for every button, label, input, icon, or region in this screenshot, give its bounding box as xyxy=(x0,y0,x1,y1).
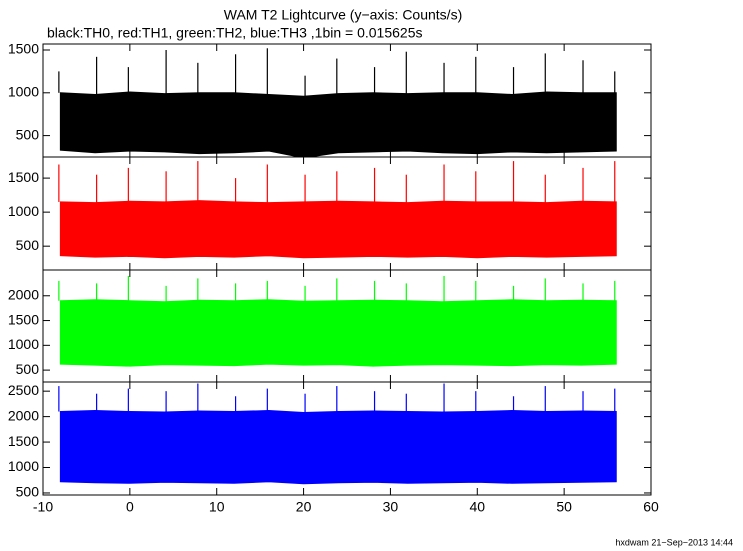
panel-frame xyxy=(42,381,652,496)
chart-title: WAM T2 Lightcurve (y−axis: Counts/s) xyxy=(224,7,462,23)
y-tick-label: 500 xyxy=(16,484,40,500)
count-band xyxy=(59,299,617,367)
y-tick-label: 2000 xyxy=(8,407,39,423)
chart-subtitle: black:TH0, red:TH1, green:TH2, blue:TH3 … xyxy=(47,25,422,41)
y-tick-label: 1000 xyxy=(8,83,39,99)
footer: hxdwam 21−Sep−2013 14:44 xyxy=(615,537,733,547)
count-band xyxy=(59,410,617,485)
y-tick-label: 1000 xyxy=(8,203,39,219)
y-tick-label: 2500 xyxy=(8,382,39,398)
x-tick-label: 60 xyxy=(643,499,659,515)
y-tick-label: 1000 xyxy=(8,336,39,352)
x-tick-label: 50 xyxy=(556,499,572,515)
count-band xyxy=(59,200,617,259)
y-tick-label: 1500 xyxy=(8,311,39,327)
x-tick-label: 40 xyxy=(469,499,485,515)
x-tick-label: 0 xyxy=(126,499,134,515)
y-tick-label: 1500 xyxy=(8,41,39,57)
count-band xyxy=(59,91,617,159)
x-tick-label: 30 xyxy=(383,499,399,515)
x-tick-label: 20 xyxy=(296,499,312,515)
y-tick-label: 500 xyxy=(16,126,40,142)
x-tick-label: -10 xyxy=(33,499,53,515)
y-tick-label: 500 xyxy=(16,237,40,253)
y-tick-label: 500 xyxy=(16,361,40,377)
y-tick-label: 1500 xyxy=(8,169,39,185)
y-tick-label: 2000 xyxy=(8,286,39,302)
x-tick-label: 10 xyxy=(209,499,225,515)
y-tick-label: 1000 xyxy=(8,458,39,474)
y-tick-label: 1500 xyxy=(8,433,39,449)
